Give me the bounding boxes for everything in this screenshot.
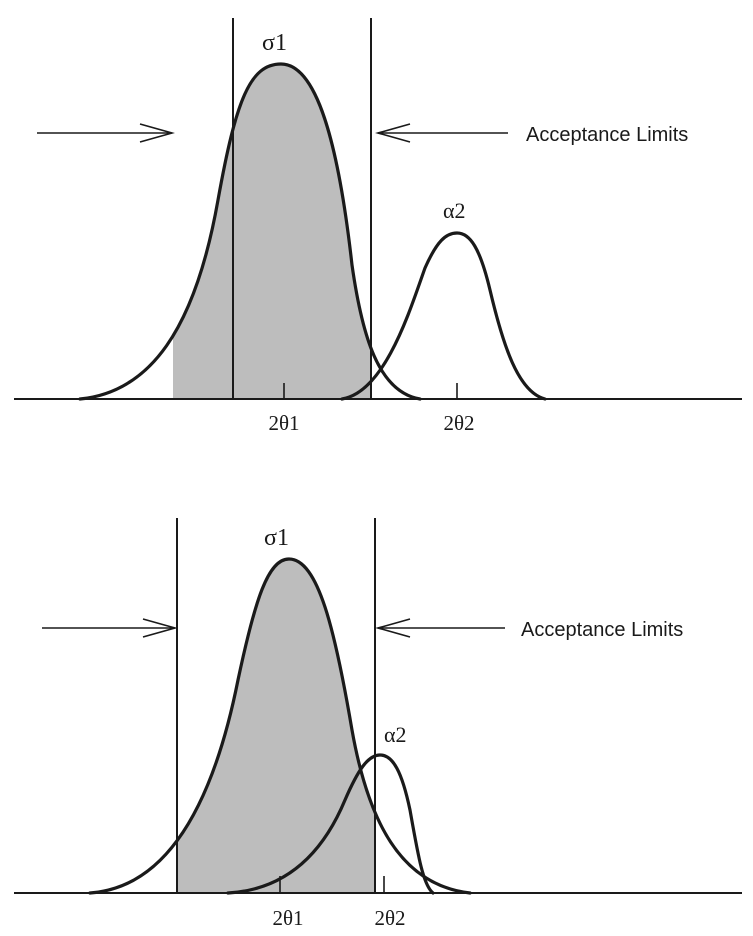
top-right-arrow-icon bbox=[375, 123, 508, 143]
top-curve-sigma1 bbox=[78, 62, 422, 401]
top-panel: σ1 α2 Acceptance Limits 2θ1 2θ2 bbox=[14, 18, 742, 435]
bottom-curve1-label: σ1 bbox=[264, 525, 289, 551]
top-curve1-label: σ1 bbox=[262, 30, 287, 56]
top-acceptance-label: Acceptance Limits bbox=[526, 124, 688, 146]
top-curve2-label: α2 bbox=[443, 198, 466, 223]
bottom-acceptance-label: Acceptance Limits bbox=[521, 619, 683, 641]
bottom-panel: σ1 α2 Acceptance Limits 2θ1 2θ2 bbox=[14, 518, 742, 930]
bottom-shaded-acceptance-area bbox=[177, 559, 375, 893]
bottom-peak2-label: 2θ2 bbox=[374, 906, 405, 930]
bottom-peak1-label: 2θ1 bbox=[272, 906, 303, 930]
bottom-curve-sigma1 bbox=[88, 557, 472, 895]
top-curve-alpha2 bbox=[340, 231, 547, 401]
bottom-curve2-label: α2 bbox=[384, 722, 407, 747]
top-peak2-label: 2θ2 bbox=[443, 411, 474, 435]
bottom-left-arrow-icon bbox=[42, 618, 178, 638]
top-peak1-label: 2θ1 bbox=[268, 411, 299, 435]
bottom-right-arrow-icon bbox=[375, 618, 505, 638]
bottom-curve-alpha2 bbox=[226, 753, 435, 895]
top-left-arrow-icon bbox=[37, 123, 175, 143]
top-shaded-acceptance-area bbox=[173, 64, 371, 399]
